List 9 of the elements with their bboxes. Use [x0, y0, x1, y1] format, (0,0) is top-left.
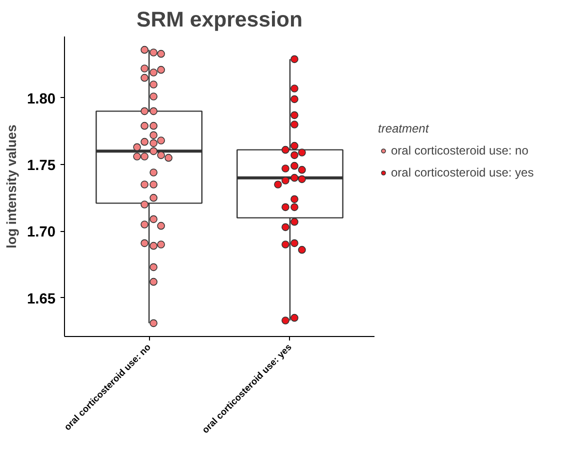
- y-tick-label: 1.80: [26, 91, 56, 108]
- chart-title: SRM expression: [136, 8, 302, 32]
- y-tick-label: 1.70: [26, 224, 56, 241]
- legend-title: treatment: [378, 122, 430, 136]
- y-tick-label: 1.75: [26, 158, 56, 174]
- y-tick-label: 1.65: [26, 291, 56, 308]
- legend-label: oral corticosteroid use: yes: [391, 166, 534, 180]
- legend-label: oral corticosteroid use: no: [391, 144, 528, 158]
- y-axis-title: log intensity values: [4, 124, 19, 248]
